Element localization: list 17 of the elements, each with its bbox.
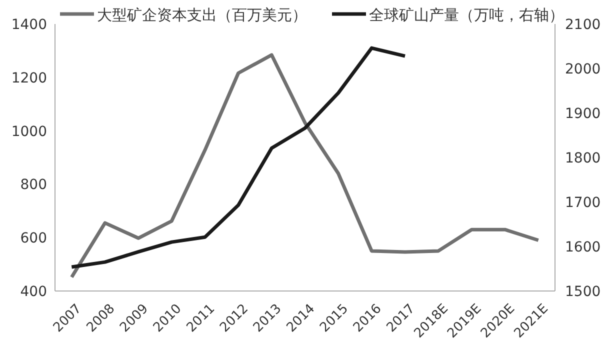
y2-tick-label: 1500 (565, 284, 601, 300)
y2-tick-label: 1800 (565, 150, 601, 166)
legend-label: 全球矿山产量（万吨，右轴） (369, 6, 564, 24)
y-tick-label: 1000 (11, 124, 47, 140)
y2-tick-label: 2100 (565, 17, 601, 33)
y-tick-label: 800 (20, 177, 47, 194)
legend-label: 大型矿企资本支出（百万美元） (97, 6, 307, 24)
y2-tick-label: 1900 (565, 106, 601, 122)
line-series (70, 53, 540, 279)
y2-tick-label: 1700 (565, 195, 601, 211)
line-series (70, 46, 407, 269)
y-tick-label: 1400 (11, 17, 47, 33)
y-tick-label: 600 (20, 230, 47, 247)
y2-tick-label: 1600 (565, 240, 601, 256)
y-tick-label: 1200 (11, 70, 47, 86)
y-tick-label: 400 (20, 284, 47, 300)
y2-tick-label: 2000 (565, 62, 601, 78)
